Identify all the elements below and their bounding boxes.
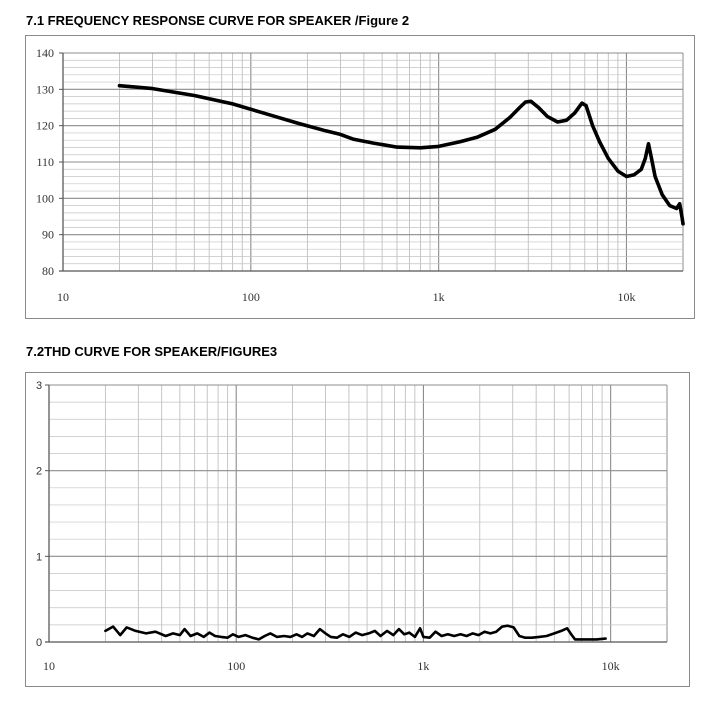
y-tick-label: 0 — [36, 637, 42, 649]
x-tick-label: 1k — [433, 290, 445, 304]
thd-grid — [48, 384, 668, 643]
frequency-response-title: 7.1 FREQUENCY RESPONSE CURVE FOR SPEAKER… — [26, 13, 410, 28]
frequency-response-plot: 80 90 100 110 120 130 140 10 100 1k 10k — [36, 46, 685, 304]
y-tick-label: 140 — [36, 46, 54, 60]
y-tick-label: 90 — [42, 228, 54, 242]
x-tick-label: 1k — [417, 659, 429, 673]
y-tick-label: 80 — [42, 264, 54, 278]
fr-grid — [62, 52, 684, 272]
frequency-response-chart: 80 90 100 110 120 130 140 10 100 1k 10k — [25, 35, 695, 319]
y-tick-label: 3 — [36, 380, 42, 392]
y-tick-label: 2 — [36, 466, 42, 478]
y-tick-label: 1 — [36, 551, 42, 563]
y-tick-label: 130 — [36, 82, 54, 96]
thd-title: 7.2THD CURVE FOR SPEAKER/FIGURE3 — [26, 344, 278, 359]
x-tick-label: 10 — [43, 659, 55, 673]
y-tick-label: 100 — [36, 191, 54, 205]
y-tick-label: 110 — [36, 155, 54, 169]
thd-series-line — [104, 624, 607, 641]
x-tick-label: 100 — [227, 659, 245, 673]
x-tick-label: 10 — [57, 290, 69, 304]
x-tick-label: 10k — [617, 290, 635, 304]
fr-series-line — [117, 83, 685, 226]
thd-plot: 0 1 2 3 10 100 1k 10k — [36, 380, 668, 673]
y-tick-label: 120 — [36, 119, 54, 133]
x-tick-label: 10k — [602, 659, 620, 673]
x-tick-label: 100 — [242, 290, 260, 304]
thd-chart: 0 1 2 3 10 100 1k 10k — [25, 372, 690, 687]
